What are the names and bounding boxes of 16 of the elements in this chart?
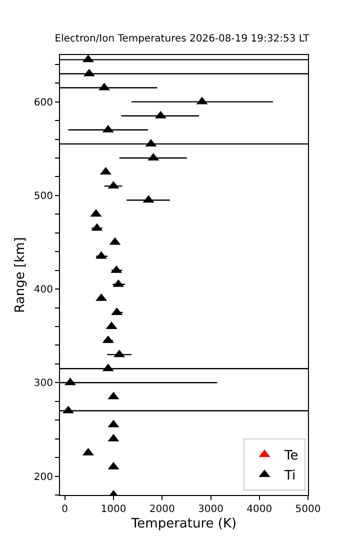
x-tick-label: 3000 (198, 504, 224, 515)
x-axis-title: Temperature (K) (130, 516, 237, 532)
y-tick-label: 600 (34, 97, 53, 108)
y-tick-label: 300 (34, 378, 53, 390)
x-tick-label: 5000 (295, 504, 321, 515)
legend-label: Ti (284, 468, 296, 484)
y-axis-title: Range [km] (12, 237, 28, 313)
legend-label: Te (284, 448, 298, 464)
x-tick-label: 0 (62, 504, 68, 515)
x-tick-label: 1000 (100, 504, 126, 515)
y-tick-label: 400 (34, 284, 53, 296)
y-tick-label: 500 (34, 190, 53, 202)
x-tick-label: 2000 (149, 504, 175, 515)
x-tick-label: 4000 (246, 504, 272, 515)
y-tick-label: 200 (34, 472, 53, 483)
chart-title: Electron/Ion Temperatures 2026-08-19 19:32:53 LT (54, 33, 310, 44)
